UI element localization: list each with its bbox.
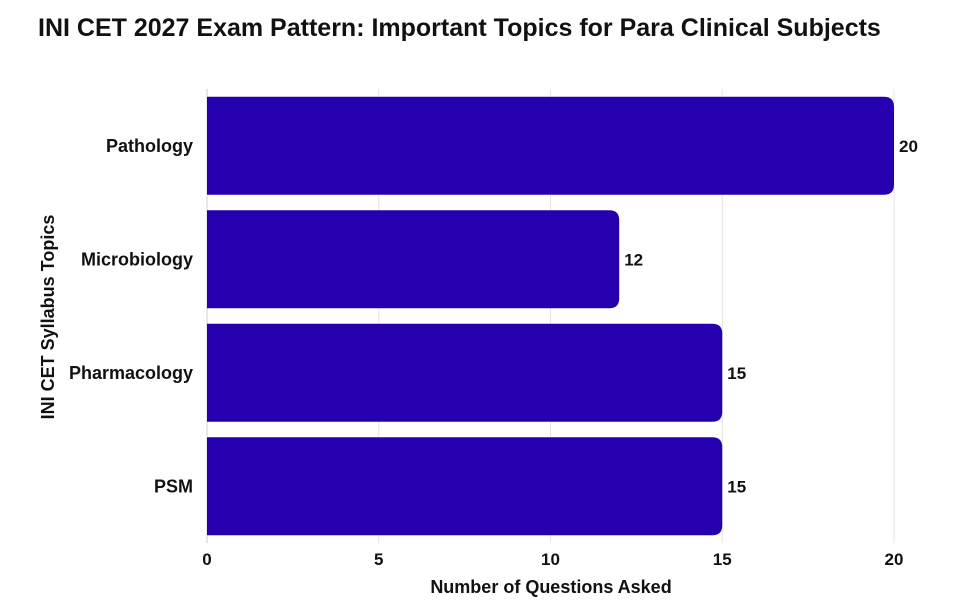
category-label: Pathology: [106, 136, 193, 156]
x-tick-label: 20: [885, 550, 904, 569]
bar-microbiology: [207, 210, 620, 309]
data-label: 15: [727, 364, 746, 383]
data-label: 15: [727, 477, 746, 496]
data-label: 12: [624, 250, 643, 269]
bar-pathology: [207, 96, 894, 195]
bar-psm: [207, 437, 723, 536]
chart-title: INI CET 2027 Exam Pattern: Important Top…: [38, 14, 881, 42]
y-axis-title: INI CET Syllabus Topics: [38, 215, 58, 420]
x-axis-title: Number of Questions Asked: [430, 577, 671, 597]
x-tick-label: 10: [541, 550, 560, 569]
x-tick-label: 15: [713, 550, 732, 569]
category-label: Microbiology: [81, 249, 193, 269]
x-tick-label: 0: [202, 550, 211, 569]
data-label: 20: [899, 137, 918, 156]
category-label: PSM: [154, 476, 193, 496]
category-label: Pharmacology: [69, 363, 193, 383]
x-tick-label: 5: [374, 550, 383, 569]
bar-pharmacology: [207, 323, 723, 422]
